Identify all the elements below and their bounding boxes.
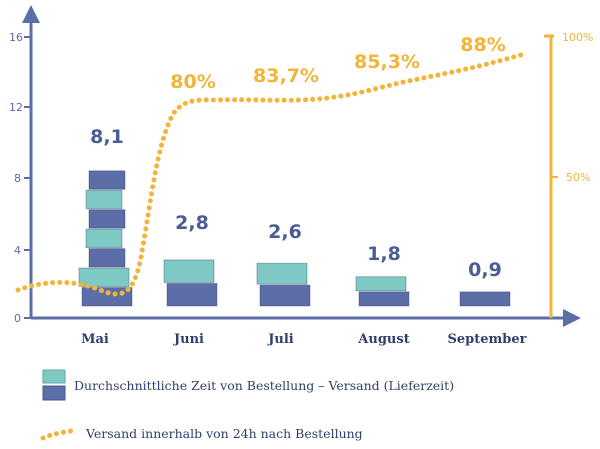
- line-series: [15, 51, 527, 297]
- left-tick-0: 0: [14, 312, 31, 325]
- legend-label-bars: Durchschnittliche Zeit von Bestellung – …: [74, 377, 455, 393]
- legend-item-line: Versand innerhalb von 24h nach Bestellun…: [40, 426, 363, 441]
- line-value-label: 88%: [460, 34, 505, 56]
- bar-value-label: 8,1: [90, 126, 124, 148]
- bar-segment-mai: [88, 170, 126, 190]
- tick-label: 4: [14, 244, 21, 257]
- left-tick-4: 4: [14, 244, 31, 257]
- bar-segment-august: [355, 276, 407, 292]
- bar-value-label: 1,8: [367, 243, 401, 265]
- line-value-label: 80%: [170, 71, 215, 93]
- left-tick-12: 12: [9, 101, 31, 114]
- right-tick-100: 100%: [562, 31, 593, 44]
- right-tick-50: 50%: [551, 171, 590, 184]
- bar-segment-mai: [88, 248, 126, 268]
- bar-segment-september: [459, 291, 511, 307]
- bar-value-label: 2,6: [268, 221, 302, 243]
- bar-segment-august: [358, 291, 410, 307]
- category-label: September: [448, 332, 527, 347]
- tick-label: 100%: [562, 31, 593, 44]
- category-label: Mai: [81, 332, 109, 347]
- bar-series: [78, 170, 511, 307]
- left-tick-16: 16: [9, 31, 31, 44]
- category-label: Juli: [267, 332, 294, 347]
- bar-segment-mai: [78, 267, 130, 288]
- stacked-boxes-icon: [42, 369, 66, 401]
- bar-segment-juli: [256, 262, 308, 285]
- bar-value-label: 0,9: [468, 259, 502, 281]
- left-tick-8: 8: [14, 172, 31, 185]
- bar-segment-juni: [163, 259, 215, 283]
- legend-label-line: Versand innerhalb von 24h nach Bestellun…: [86, 426, 363, 441]
- bar-segment-mai: [88, 209, 126, 229]
- tick-label: 16: [9, 31, 23, 44]
- bar-segment-mai: [85, 228, 123, 249]
- bar-segment-juni: [166, 282, 218, 307]
- category-label: Juni: [173, 332, 204, 347]
- tick-label: 0: [14, 312, 21, 325]
- tick-label: 8: [14, 172, 21, 185]
- dotted-line-icon: [40, 427, 80, 440]
- legend-item-bars: Durchschnittliche Zeit von Bestellung – …: [40, 368, 454, 402]
- line-value-label: 85,3%: [354, 51, 420, 73]
- bar-value-label: 2,8: [175, 212, 209, 234]
- tick-label: 50%: [566, 171, 590, 184]
- bar-segment-mai: [81, 287, 133, 307]
- bar-segment-mai: [85, 189, 123, 210]
- bar-segment-juli: [259, 284, 311, 307]
- tick-label: 12: [9, 101, 23, 114]
- line-value-label: 83,7%: [253, 65, 319, 87]
- category-label: August: [357, 332, 409, 347]
